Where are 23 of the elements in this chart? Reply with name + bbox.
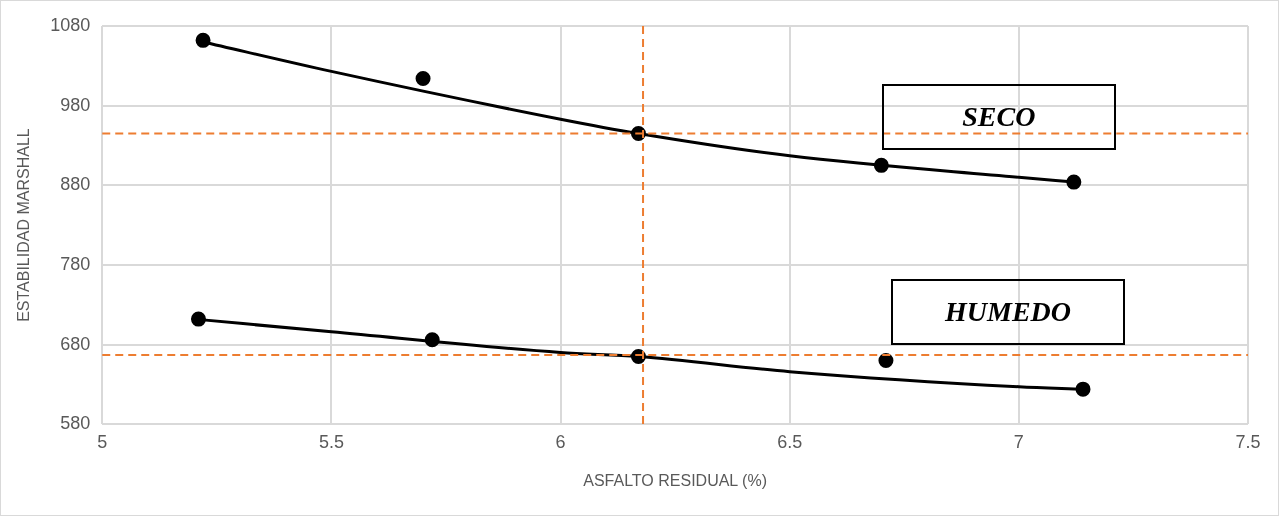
x-tick-label: 5.5 — [318, 431, 344, 452]
text: HUMEDO — [891, 279, 1125, 346]
x-tick-label: 6 — [555, 431, 566, 452]
y-tick-label: 680 — [60, 333, 91, 354]
text: SECO — [881, 84, 1116, 151]
y-tick-label: 1080 — [50, 14, 91, 35]
y-tick-label: 580 — [60, 413, 91, 434]
point — [1075, 381, 1091, 397]
point — [195, 32, 211, 48]
point — [873, 157, 889, 173]
point — [424, 332, 440, 348]
x-tick-label: 6.5 — [777, 431, 803, 452]
x-tick-label: 7.5 — [1235, 431, 1261, 452]
point — [1066, 174, 1082, 190]
point — [190, 311, 206, 327]
y-tick-label: 780 — [60, 253, 91, 274]
y-tick-label: 980 — [60, 94, 91, 115]
y-tick-label: 880 — [60, 174, 91, 195]
y-axis-title: ESTABILIDAD MARSHALL — [15, 128, 33, 322]
x-tick-label: 7 — [1013, 431, 1024, 452]
x-tick-label: 5 — [97, 431, 108, 452]
point — [415, 71, 431, 87]
x-axis-title: ASFALTO RESIDUAL (%) — [583, 471, 767, 489]
